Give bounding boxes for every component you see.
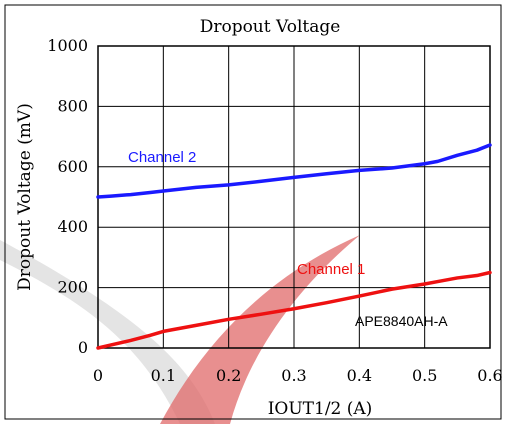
y-tick-label: 0: [78, 338, 88, 357]
y-tick-label: 200: [57, 278, 88, 297]
chart-title: Dropout Voltage: [200, 17, 341, 37]
series-line-channel-2: [96, 143, 492, 199]
y-tick-label: 800: [57, 96, 88, 115]
x-tick-label: 0.5: [412, 366, 437, 385]
y-tick-label: 1000: [47, 36, 88, 55]
series-label-channel-2: Channel 2: [128, 149, 196, 166]
series-label-channel-1: Channel 1: [297, 261, 365, 278]
x-tick-label: 0.4: [347, 366, 372, 385]
x-tick-label: 0.2: [216, 366, 241, 385]
y-tick-labels: 0 200 400 600 800 1000: [47, 36, 88, 357]
x-axis-label: IOUT1/2 (A): [268, 399, 373, 419]
y-tick-label: 400: [57, 217, 88, 236]
series-line-channel-1: [96, 270, 492, 350]
x-tick-label: 0.1: [151, 366, 176, 385]
series-lines: [96, 143, 492, 350]
x-tick-label: 0.3: [281, 366, 306, 385]
x-tick-label: 0: [93, 366, 103, 385]
y-axis-label: Dropout Voltage (mV): [15, 103, 35, 291]
x-tick-labels: 0 0.1 0.2 0.3 0.4 0.5 0.6: [93, 366, 503, 385]
grid-lines: [97, 45, 491, 349]
outer-frame: [4, 4, 502, 420]
x-tick-label: 0.6: [477, 366, 502, 385]
part-number-annotation: APE8840AH-A: [355, 313, 448, 329]
watermark-swoosh: [0, 235, 360, 424]
y-tick-label: 600: [57, 157, 88, 176]
